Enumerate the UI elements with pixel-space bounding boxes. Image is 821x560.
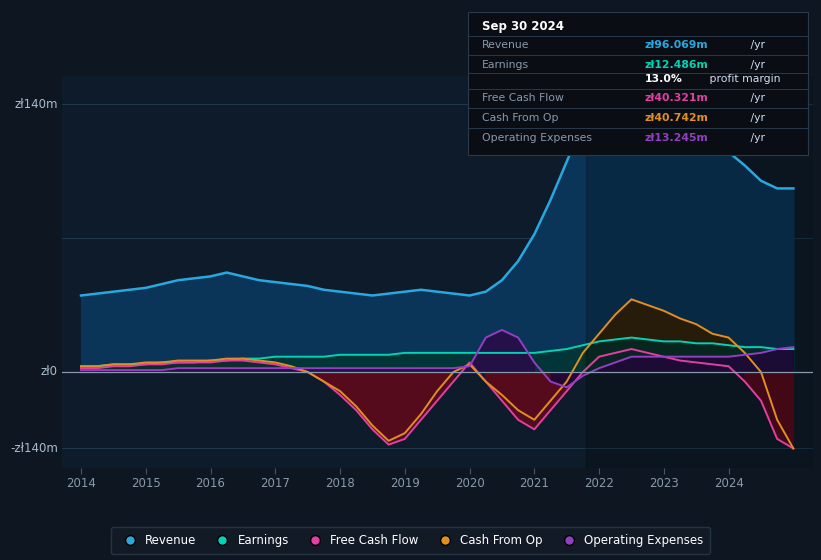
Text: /yr: /yr bbox=[747, 133, 765, 143]
Text: /yr: /yr bbox=[747, 60, 765, 70]
Text: Earnings: Earnings bbox=[482, 60, 529, 70]
Text: Operating Expenses: Operating Expenses bbox=[482, 133, 592, 143]
Text: zł40.742m: zł40.742m bbox=[644, 113, 709, 123]
Text: Revenue: Revenue bbox=[482, 40, 529, 50]
Text: -zł140m: -zł140m bbox=[10, 442, 57, 455]
Text: zł40.321m: zł40.321m bbox=[644, 93, 709, 103]
Text: profit margin: profit margin bbox=[706, 74, 781, 84]
Text: Sep 30 2024: Sep 30 2024 bbox=[482, 20, 563, 33]
Text: /yr: /yr bbox=[747, 40, 765, 50]
Text: /yr: /yr bbox=[747, 113, 765, 123]
Bar bbox=[586, 76, 813, 468]
Text: Free Cash Flow: Free Cash Flow bbox=[482, 93, 563, 103]
Text: zł0: zł0 bbox=[41, 366, 57, 379]
Text: zł96.069m: zł96.069m bbox=[644, 40, 709, 50]
Text: Cash From Op: Cash From Op bbox=[482, 113, 558, 123]
Text: zł140m: zł140m bbox=[14, 98, 57, 111]
Text: zł12.486m: zł12.486m bbox=[644, 60, 709, 70]
Legend: Revenue, Earnings, Free Cash Flow, Cash From Op, Operating Expenses: Revenue, Earnings, Free Cash Flow, Cash … bbox=[111, 527, 710, 554]
Text: /yr: /yr bbox=[747, 93, 765, 103]
Text: 13.0%: 13.0% bbox=[644, 74, 683, 84]
Text: zł13.245m: zł13.245m bbox=[644, 133, 709, 143]
